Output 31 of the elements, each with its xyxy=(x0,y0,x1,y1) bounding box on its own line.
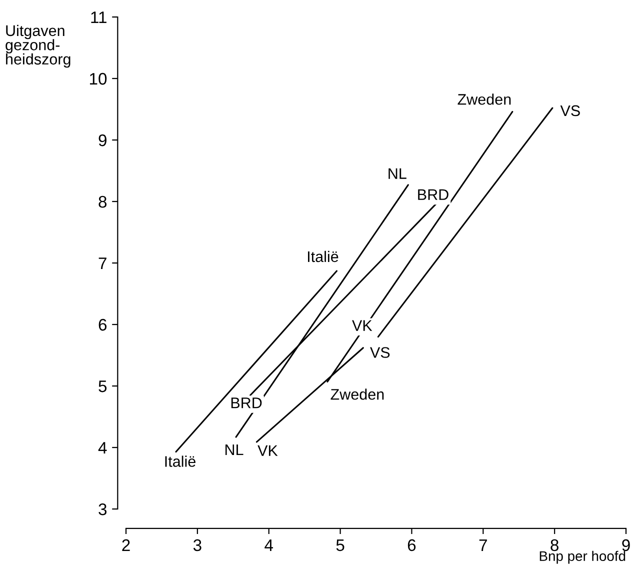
series-label: Italië xyxy=(308,250,338,262)
series-label: BRD xyxy=(231,398,262,408)
y-axis-title: Uitgaven gezond- heidszorg xyxy=(6,24,70,68)
x-axis-title: Bnp per hoofd xyxy=(540,550,626,564)
series-label: VS xyxy=(560,105,580,116)
text: VS xyxy=(370,347,390,358)
text: Zweden xyxy=(330,388,384,400)
y-tick-label: 7 xyxy=(98,258,106,270)
text: BRD xyxy=(418,189,448,200)
series-label: NL xyxy=(388,168,406,179)
series-label: Zweden xyxy=(458,94,511,105)
y-tick-label: 11 xyxy=(91,12,106,24)
x-tick-label: 2 xyxy=(122,539,130,551)
x-tick-label: 3 xyxy=(193,539,202,552)
y-tick-label: 8 xyxy=(98,196,107,208)
y-tick-label: 9 xyxy=(98,134,106,146)
text: VK xyxy=(352,320,372,331)
text: NL xyxy=(225,444,244,455)
y-tick-label: 3 xyxy=(98,503,107,516)
y-tick-label: 10 xyxy=(90,72,107,85)
x-tick-label: 5 xyxy=(336,539,344,552)
series-label: VK xyxy=(258,445,278,456)
text: Italië xyxy=(165,456,196,467)
x-tick-label: 9 xyxy=(622,539,630,552)
x-tick-label: 6 xyxy=(408,539,416,552)
x-tick-label: 7 xyxy=(479,539,487,551)
y-tick-label: 6 xyxy=(98,318,107,331)
y-tick-label: 5 xyxy=(98,380,107,392)
x-tick-label: 8 xyxy=(550,539,558,552)
y-tick-label: 4 xyxy=(98,442,107,454)
x-tick-label: 4 xyxy=(264,539,274,551)
